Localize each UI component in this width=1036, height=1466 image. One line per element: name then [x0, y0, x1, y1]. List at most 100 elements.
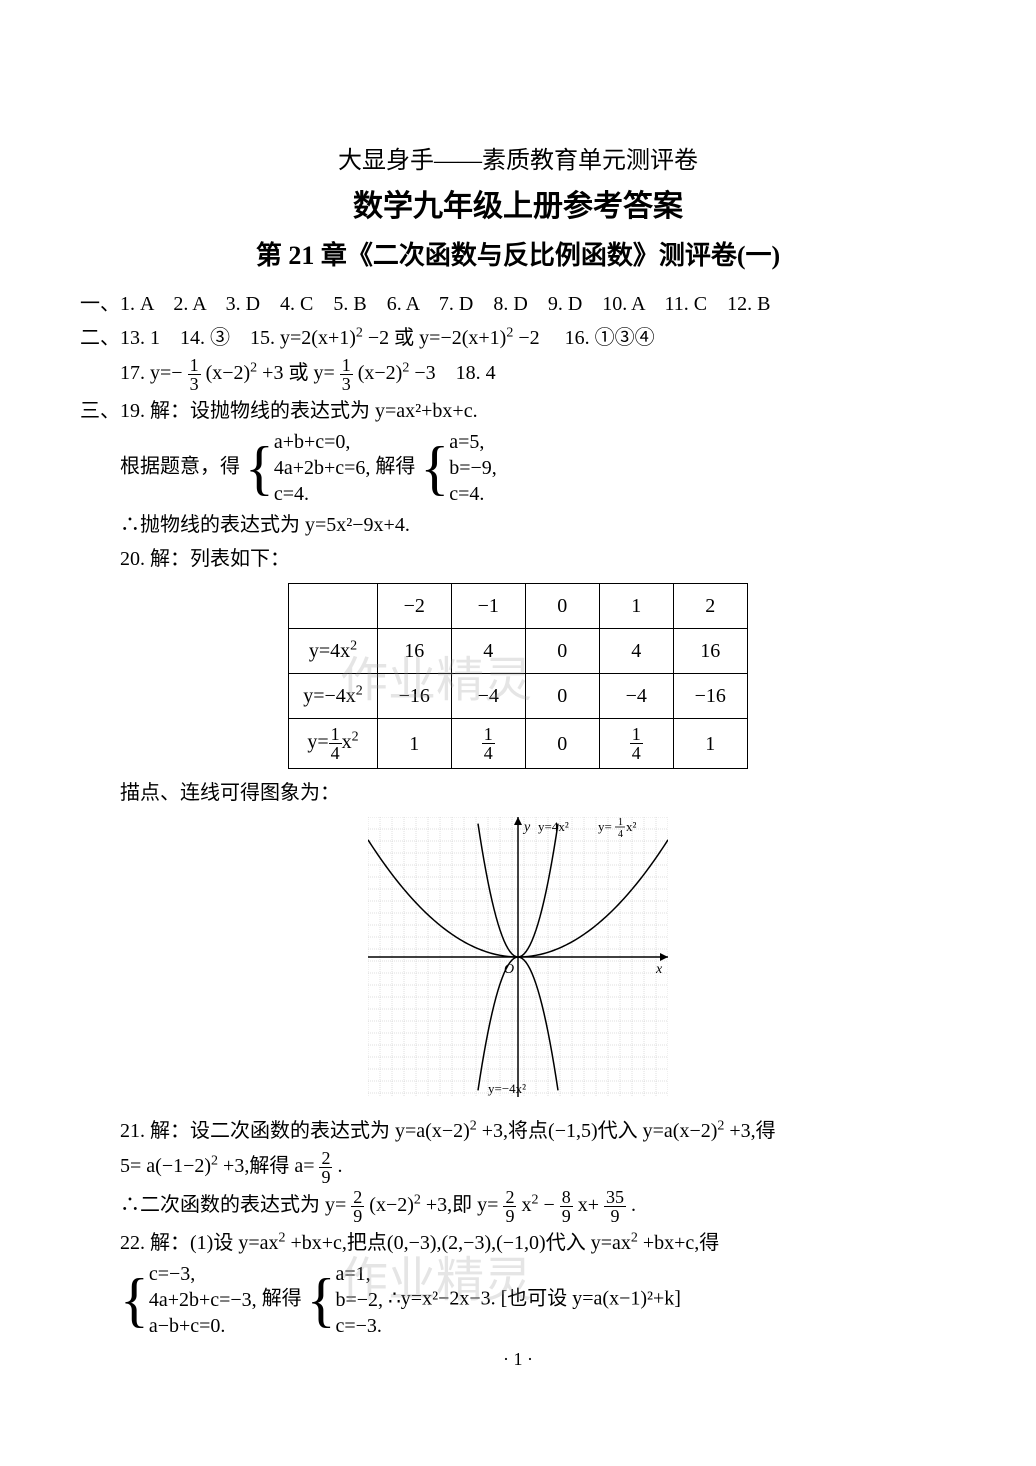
- table-row: y=14x21140141: [289, 719, 748, 769]
- header-line-1: 大显身手——素质教育单元测评卷: [80, 140, 956, 175]
- table-cell: 0: [525, 719, 599, 769]
- s2-q15b: −2 或 y=−2(x+1): [368, 327, 506, 349]
- q21-l3: ∴二次函数的表达式为 y= 29 (x−2)2 +3,即 y= 29 x2 − …: [80, 1188, 956, 1225]
- table-header-cell: 2: [673, 584, 747, 629]
- svg-text:4: 4: [618, 829, 623, 840]
- frac-num: 1: [188, 356, 201, 375]
- txt: +3,得: [729, 1120, 775, 1142]
- sys-row: a=1,: [336, 1263, 371, 1285]
- frac-den: 3: [188, 375, 201, 393]
- q17-mid2: +3 或 y=: [262, 362, 335, 384]
- left-brace-icon: {: [245, 441, 274, 495]
- table-cell: 4: [599, 629, 673, 674]
- frac-num: 2: [503, 1188, 516, 1207]
- sys-row: c=−3.: [336, 1315, 382, 1337]
- table-header-cell: 1: [599, 584, 673, 629]
- sys-row: a+b+c=0,: [274, 431, 351, 453]
- frac-num: 35: [604, 1188, 626, 1207]
- txt: .: [631, 1194, 636, 1216]
- section1-answers: 一、1. A 2. A 3. D 4. C 5. B 6. A 7. D 8. …: [80, 288, 956, 320]
- q21-l2: 5= a(−1−2) 2 +3,解得 a= 2 9 .: [80, 1149, 956, 1186]
- frac-den: 9: [604, 1207, 626, 1225]
- left-brace-icon: {: [307, 1273, 336, 1327]
- q17-mid3: (x−2): [358, 362, 403, 384]
- q20-after: 描点、连线可得图象为：: [80, 777, 956, 809]
- frac-den: 3: [340, 375, 353, 393]
- txt: +3,即 y=: [426, 1194, 499, 1216]
- table-header-cell: −2: [377, 584, 451, 629]
- table-header-cell: −1: [451, 584, 525, 629]
- table-cell: 16: [673, 629, 747, 674]
- frac-den: 9: [560, 1207, 573, 1225]
- sys-row: 4a+2b+c=−3,: [149, 1289, 257, 1311]
- q17-end: −3 18. 4: [414, 362, 495, 384]
- svg-text:y=: y=: [598, 819, 612, 834]
- txt: +3,将点(−1,5)代入 y=a(x−2): [482, 1120, 718, 1142]
- q22-sys2: a=1, b=−2, c=−3.: [336, 1261, 384, 1339]
- left-brace-icon: {: [420, 441, 449, 495]
- table-cell: 4: [451, 629, 525, 674]
- frac-num: 2: [319, 1149, 332, 1168]
- frac-num: 2: [351, 1188, 364, 1207]
- row-label: y=14x2: [289, 719, 378, 769]
- table-row: y=4x21640416: [289, 629, 748, 674]
- q17-frac1: 1 3: [188, 356, 201, 393]
- q21-l1: 21. 解：设二次函数的表达式为 y=a(x−2)2 +3,将点(−1,5)代入…: [80, 1115, 956, 1147]
- q17-mid: (x−2): [206, 362, 251, 384]
- txt: −: [543, 1194, 554, 1216]
- frac-num: 8: [560, 1188, 573, 1207]
- svg-text:x: x: [655, 962, 663, 977]
- q20-head: 20. 解：列表如下：: [80, 543, 956, 575]
- q22-tail: ∴y=x²−2x−3. [也可设 y=a(x−1)²+k]: [388, 1288, 681, 1310]
- q17-frac2: 1 3: [340, 356, 353, 393]
- q21-fraca: 2 9: [319, 1149, 332, 1186]
- sys-row: a−b+c=0.: [149, 1315, 226, 1337]
- frac-den: 9: [503, 1207, 516, 1225]
- table-cell: 1: [377, 719, 451, 769]
- sys-row: b=−2,: [336, 1289, 384, 1311]
- table-cell: −16: [377, 674, 451, 719]
- svg-text:y=−4x²: y=−4x²: [488, 1081, 526, 1096]
- svg-text:y: y: [522, 820, 531, 835]
- section2-line1: 二、13. 1 14. ③ 15. y=2(x+1)2 −2 或 y=−2(x+…: [80, 322, 956, 354]
- q19-conclusion: ∴抛物线的表达式为 y=5x²−9x+4.: [80, 509, 956, 541]
- sys-row: c=4.: [274, 483, 309, 505]
- section2-line2: 17. y=− 1 3 (x−2)2 +3 或 y= 1 3 (x−2)2 −3…: [80, 356, 956, 393]
- table-cell: −4: [451, 674, 525, 719]
- q22-systems: { c=−3, 4a+2b+c=−3, a−b+c=0. 解得 { a=1, b…: [80, 1261, 956, 1339]
- s2-prefix: 二、13. 1 14. ③ 15.: [80, 327, 280, 349]
- frac-num: 1: [340, 356, 353, 375]
- header-line-3: 第 21 章《二次函数与反比例函数》测评卷(一): [80, 235, 956, 272]
- q20-graph: yxOy=4x²y=14x²y=−4x²: [80, 817, 956, 1107]
- q19-mid: 解得: [375, 456, 415, 478]
- frac-den: 9: [319, 1168, 332, 1186]
- table-header-cell: 0: [525, 584, 599, 629]
- table-row: y=−4x2−16−40−4−16: [289, 674, 748, 719]
- s2-q15c: −2: [518, 327, 539, 349]
- txt: x+: [578, 1194, 599, 1216]
- txt: 22. 解：(1)设 y=ax: [120, 1232, 278, 1254]
- q19-sys1: a+b+c=0, 4a+2b+c=6, c=4.: [274, 429, 371, 507]
- sys-row: a=5,: [449, 431, 484, 453]
- q22-mid: 解得: [262, 1288, 302, 1310]
- s2-q16: 16. ①③④: [545, 327, 655, 349]
- txt: +3,解得 a=: [223, 1155, 314, 1177]
- q22-l1: 22. 解：(1)设 y=ax2 +bx+c,把点(0,−3),(2,−3),(…: [80, 1227, 956, 1259]
- sys-row: 4a+2b+c=6,: [274, 457, 371, 479]
- table-cell: −4: [599, 674, 673, 719]
- txt: 5= a(−1−2): [120, 1155, 211, 1177]
- page-number: · 1 ·: [80, 1349, 956, 1370]
- table-cell: 14: [451, 719, 525, 769]
- txt: .: [337, 1155, 342, 1177]
- sys-row: c=4.: [449, 483, 484, 505]
- q20-table: −2−1012 y=4x21640416y=−4x2−16−40−4−16y=1…: [288, 583, 748, 769]
- table-cell: 14: [599, 719, 673, 769]
- txt: 21. 解：设二次函数的表达式为 y=a(x−2): [120, 1120, 470, 1142]
- q19-lead: 根据题意，得: [120, 456, 240, 478]
- txt: ∴二次函数的表达式为 y=: [120, 1194, 346, 1216]
- table-header-row: −2−1012: [289, 584, 748, 629]
- answer-body: 一、1. A 2. A 3. D 4. C 5. B 6. A 7. D 8. …: [80, 288, 956, 1339]
- table-cell: 0: [525, 674, 599, 719]
- svg-text:y=4x²: y=4x²: [538, 819, 569, 834]
- s2-q15a: y=2(x+1): [280, 327, 356, 349]
